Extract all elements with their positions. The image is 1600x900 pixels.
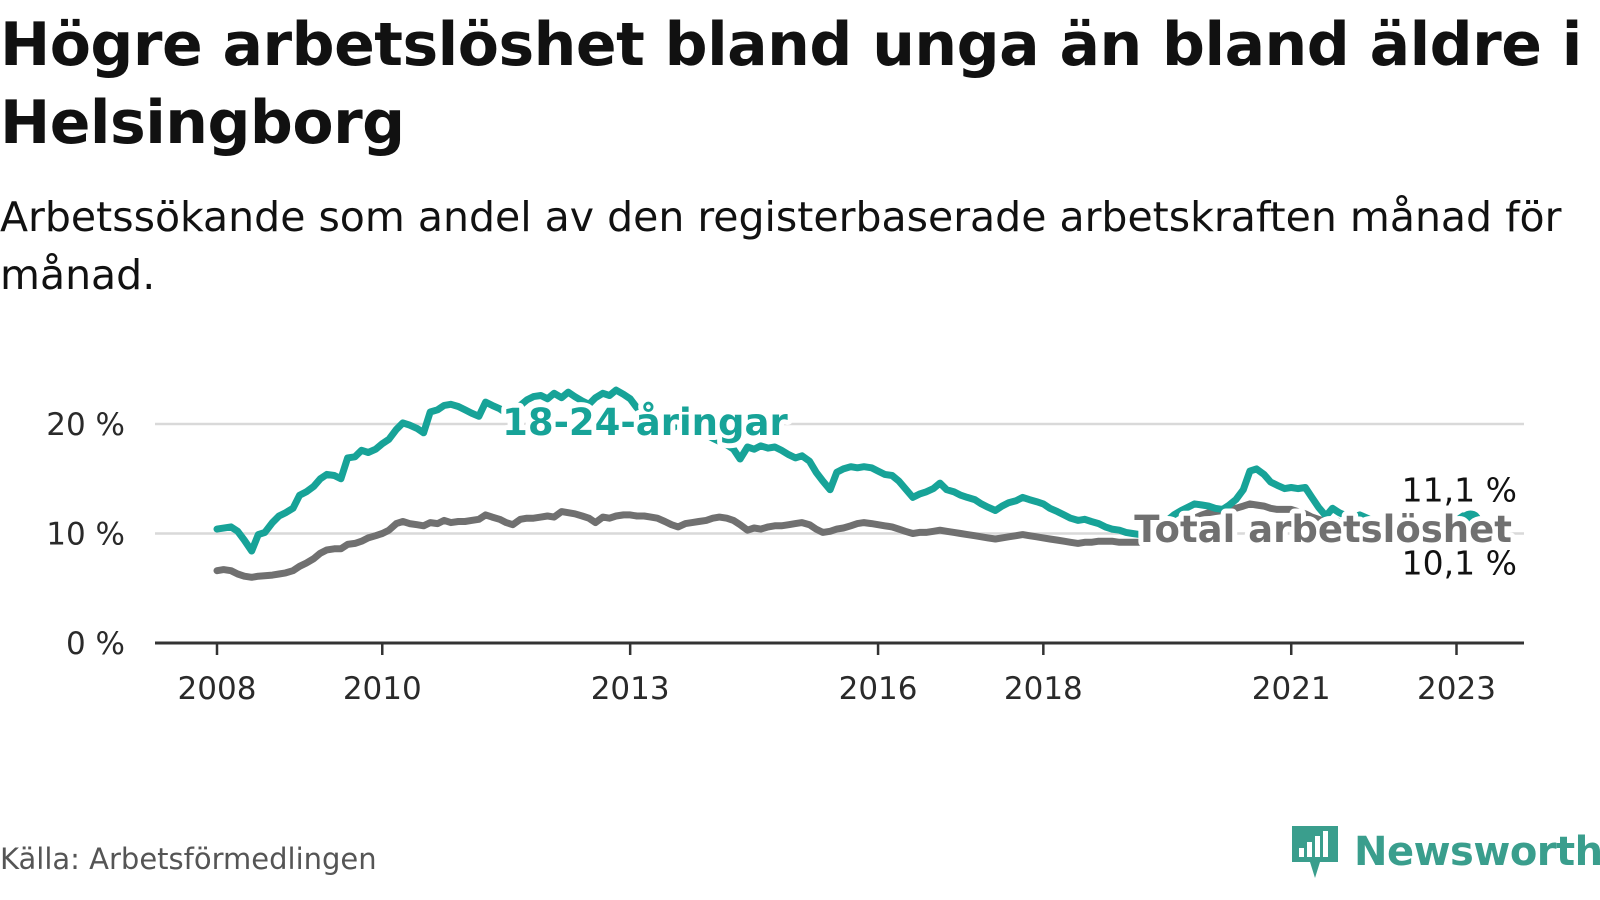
line-chart: 0 % 10 % 20 % 2008 2010 2013 2016 2018 2021 2023… [46,386,1524,707]
y-axis-ticks: 0 % 10 % 20 % [46,407,125,662]
source-note: Källa: Arbetsförmedlingen [0,842,377,876]
series-line-total [213,500,1474,581]
y-tick-label: 10 % [46,517,125,553]
x-tick-label: 2018 [1004,671,1083,707]
series-lines [213,386,1482,581]
series-label-total: Total arbetslöshet [1134,508,1512,551]
y-tick-label: 20 % [46,407,125,443]
series-endpoint-youth [1459,510,1482,533]
x-tick-label: 2010 [343,671,422,707]
chart-title: Högre arbetslöshet bland unga än bland ä… [0,10,1582,158]
end-value-label-total: 10,1 % [1402,544,1517,583]
chart-subtitle: Arbetssökande som andel av den registerb… [0,193,1562,299]
newsworthy-logo-icon [1292,826,1338,878]
series-line-youth [213,386,1474,555]
y-tick-label: 0 % [66,626,125,662]
x-tick-label: 2023 [1417,671,1496,707]
series-label-youth: 18-24-åringar [502,401,788,444]
x-tick-label: 2016 [839,671,918,707]
x-tick-label: 2008 [178,671,257,707]
x-axis-ticks: 2008 2010 2013 2016 2018 2021 2023 [178,643,1496,707]
x-tick-label: 2021 [1252,671,1331,707]
x-tick-label: 2013 [591,671,670,707]
brand-name: Newsworthy [1354,829,1600,875]
end-value-label-youth: 11,1 % [1402,470,1517,509]
brand-logo: Newsworthy [1290,822,1600,882]
